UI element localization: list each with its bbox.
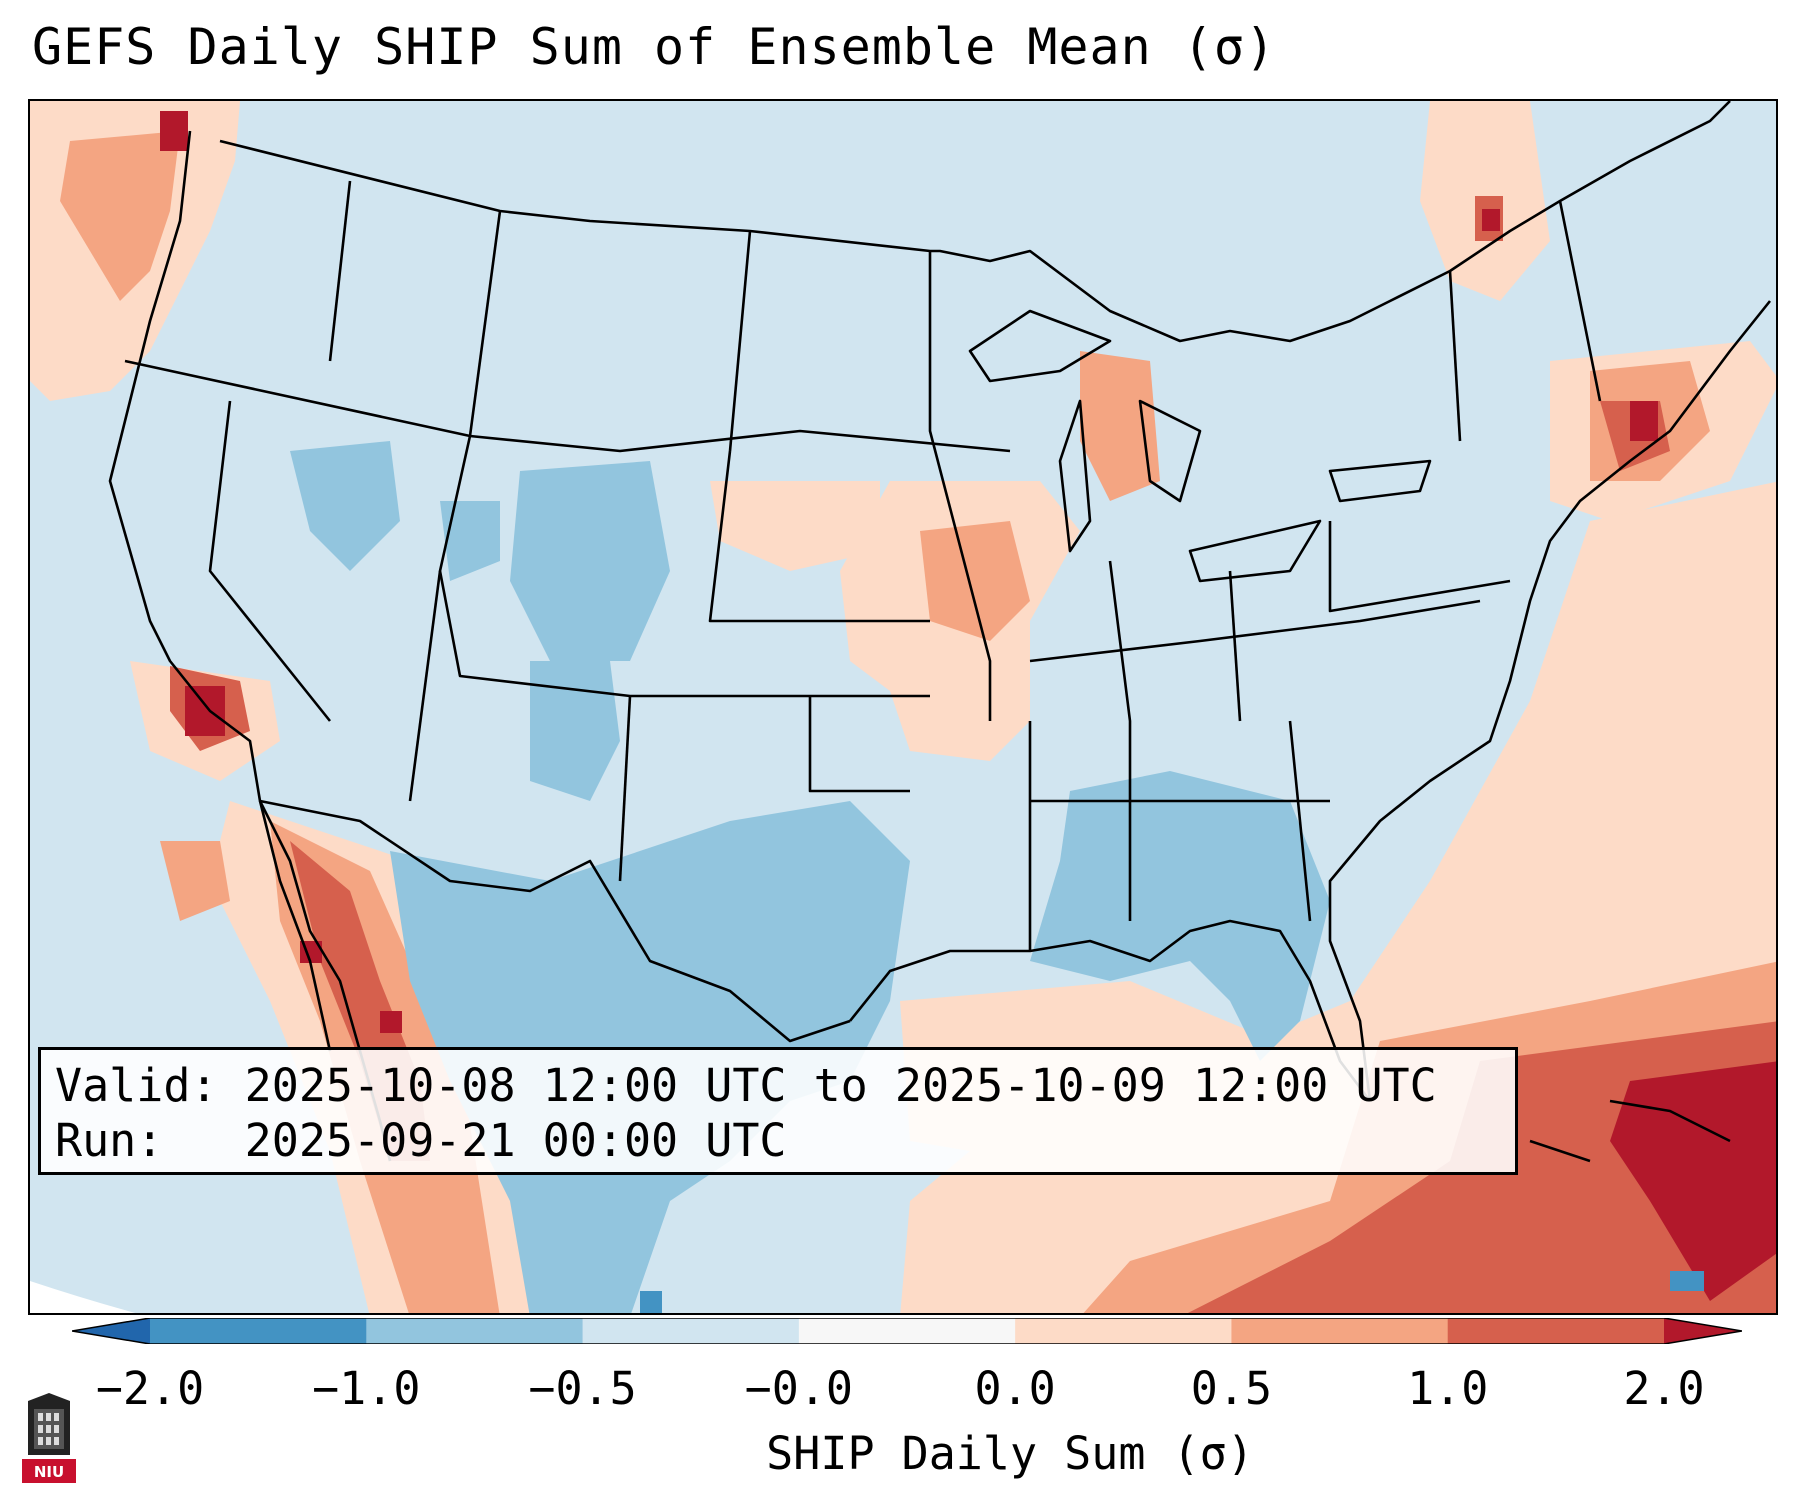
cuba-outline (1609, 1099, 1731, 1143)
colorbar-bin (1447, 1318, 1665, 1344)
colorbar-tick-label: −1.0 (312, 1362, 421, 1415)
lake-superior (968, 309, 1112, 383)
colorbar-tick-label: 0.0 (974, 1362, 1056, 1415)
colorbar-bin (1015, 1318, 1232, 1344)
colorbar-tick-label: 2.0 (1623, 1362, 1705, 1415)
lake-erie (1188, 519, 1322, 583)
lake-ontario (1328, 459, 1432, 503)
colorbar-over-arrow (1664, 1318, 1742, 1344)
state-line (1288, 720, 1312, 922)
colorbar-bin (1231, 1318, 1449, 1344)
colorbar-bin (582, 1318, 800, 1344)
logo-text: NIU (34, 1463, 64, 1481)
colorbar-bin (366, 1318, 584, 1344)
us-mexico-border (259, 799, 851, 1043)
state-line (408, 570, 442, 802)
island-outline (1529, 1139, 1591, 1163)
projection-edge (30, 1281, 136, 1313)
state-line (728, 230, 752, 452)
state-line (438, 435, 930, 698)
lake-michigan (1058, 399, 1092, 553)
colorbar-bin (150, 1318, 367, 1344)
colorbar-tick-label: 1.0 (1407, 1362, 1489, 1415)
state-line (208, 400, 332, 722)
atlantic-coastline (1328, 300, 1772, 1102)
chart-title: GEFS Daily SHIP Sum of Ensemble Mean (σ) (32, 18, 1277, 76)
northeast-positive-anomaly (1420, 101, 1776, 521)
colorbar-under-arrow (72, 1318, 150, 1344)
colorbar-tick-label: −0.0 (744, 1362, 854, 1415)
boundaries (108, 101, 1772, 1163)
lake-huron (1138, 399, 1202, 503)
colorbar-tick-label: −2.0 (95, 1362, 205, 1415)
state-line (928, 251, 992, 721)
state-line (124, 359, 1011, 453)
state-line (1558, 200, 1602, 402)
baja-coastline (258, 800, 332, 1052)
state-line (468, 210, 502, 437)
run-label: Run: (55, 1114, 164, 1167)
colorbar (72, 1318, 1742, 1344)
state-line (1108, 560, 1132, 921)
info-box: Valid: 2025-10-08 12:00 UTC to 2025-10-0… (38, 1047, 1518, 1175)
gulf-coastline (848, 919, 1372, 1102)
colorbar-label: SHIP Daily Sum (σ) (766, 1427, 1254, 1480)
state-line (1029, 599, 1481, 663)
state-line (618, 695, 632, 882)
run-value: 2025-09-21 00:00 UTC (244, 1114, 787, 1167)
state-line (328, 180, 352, 362)
state-line (1328, 521, 1511, 613)
valid-label: Valid: (55, 1059, 218, 1112)
us-canada-border (219, 101, 1731, 343)
negative-anomaly-regions (290, 441, 1704, 1313)
state-line (708, 450, 930, 623)
pacific-coastline (108, 130, 392, 1162)
niu-tower-logo-icon: NIU (22, 1393, 76, 1483)
state-line (1228, 570, 1242, 722)
midwest-positive-anomaly (710, 351, 1160, 761)
logo-banner (22, 1459, 76, 1483)
pacific-positive-anomaly (30, 101, 240, 401)
colorbar-bin (798, 1318, 1016, 1344)
colorbar-tick-label: −0.5 (528, 1362, 637, 1415)
valid-value: 2025-10-08 12:00 UTC to 2025-10-09 12:00… (244, 1059, 1437, 1112)
state-line (1448, 270, 1462, 442)
colorbar-tick-label: 0.5 (1190, 1362, 1273, 1415)
state-line (808, 696, 910, 793)
